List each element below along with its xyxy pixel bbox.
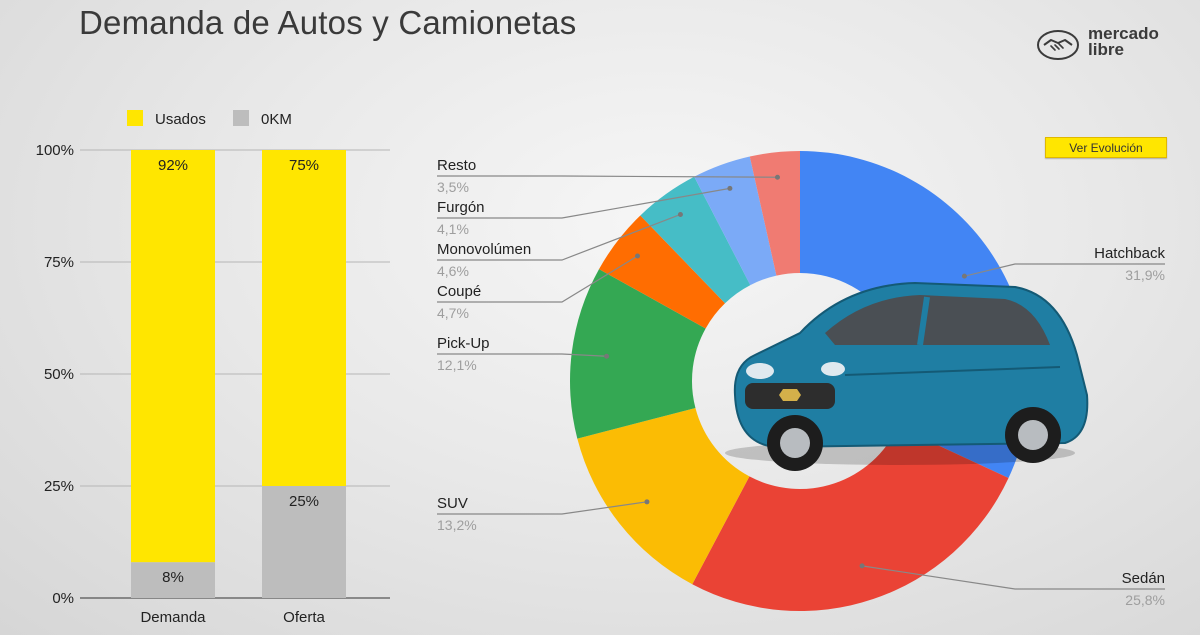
leader-dot xyxy=(604,353,610,359)
car-image xyxy=(725,281,1089,471)
x-tick-label: Oferta xyxy=(283,609,325,626)
leader-dot xyxy=(774,174,780,180)
legend-label-usados: Usados xyxy=(155,111,206,128)
leader-line xyxy=(437,213,681,261)
slice-label: Coupé xyxy=(437,283,481,300)
slice-value: 12,1% xyxy=(437,357,477,373)
slice-label: Monovolúmen xyxy=(437,241,531,258)
car-headlight-right xyxy=(821,362,845,376)
car-body-line xyxy=(844,366,1061,376)
slice-label: SUV xyxy=(437,495,468,512)
slice-value: 3,5% xyxy=(437,179,469,195)
data-label: 25% xyxy=(289,493,319,510)
page-title: Demanda de Autos y Camionetas xyxy=(79,4,577,41)
legend-swatch-0km xyxy=(233,110,249,126)
data-label: 92% xyxy=(158,157,188,174)
x-tick-label: Demanda xyxy=(140,609,206,626)
car-pillar xyxy=(917,296,930,346)
y-tick-label: 25% xyxy=(44,478,74,495)
y-tick-label: 0% xyxy=(52,590,74,607)
slice-label: Furgón xyxy=(437,199,485,216)
leader-dot xyxy=(859,563,865,569)
car-rim-front xyxy=(780,428,810,458)
pie-slice-sedán xyxy=(692,426,1009,611)
slice-value: 4,6% xyxy=(437,263,469,279)
pie-slice-pick-up xyxy=(570,269,706,439)
bar-oferta-0km xyxy=(262,486,346,598)
bar-oferta-usados xyxy=(262,150,346,486)
slice-value: 13,2% xyxy=(437,517,477,533)
leader-line xyxy=(437,353,607,357)
pie-slice-suv xyxy=(577,408,750,585)
leader-dot xyxy=(727,185,733,191)
pie-slice-furgón xyxy=(694,156,777,286)
pie-slice-coupé xyxy=(599,215,726,329)
leader-dot xyxy=(635,253,641,259)
leader-line xyxy=(437,175,778,178)
pie-slice-resto xyxy=(749,151,800,276)
leader-line xyxy=(861,565,1165,590)
slice-label: Resto xyxy=(437,157,476,174)
leader-line xyxy=(437,501,648,515)
legend-swatch-usados xyxy=(127,110,143,126)
leader-dot xyxy=(961,273,967,279)
logo-text-line1: mercado xyxy=(1088,24,1159,43)
car-headlight-left xyxy=(746,363,774,379)
y-tick-label: 50% xyxy=(44,366,74,383)
donut-chart: Hatchback 31,9% Sedán 25,8% SUV 13,2% Pick-Up 1… xyxy=(437,151,1165,611)
slice-label: Sedán xyxy=(1122,570,1165,587)
handshake-icon xyxy=(1037,30,1079,60)
slice-value: 31,9% xyxy=(1125,267,1165,283)
slice-label: Hatchback xyxy=(1094,245,1165,262)
leader-line xyxy=(437,255,638,303)
pie-slice-monovolúmen xyxy=(640,176,751,304)
logo-text-line2: libre xyxy=(1088,40,1124,59)
y-tick-label: 75% xyxy=(44,254,74,271)
leader-line xyxy=(437,187,730,219)
stacked-bar-chart: 0% 25% 50% 75% 100% Usados 0KM 8% 92% Demanda 25% 7… xyxy=(36,110,390,626)
y-tick-label: 100% xyxy=(36,142,74,159)
data-label: 8% xyxy=(162,569,184,586)
legend-label-0km: 0KM xyxy=(261,111,292,128)
bar-demanda-usados xyxy=(131,150,215,563)
slice-value: 4,1% xyxy=(437,221,469,237)
slice-value: 25,8% xyxy=(1125,592,1165,608)
ver-evolucion-button[interactable]: Ver Evolución xyxy=(1045,137,1167,158)
leader-line xyxy=(964,263,1165,277)
bar-demanda-0km xyxy=(131,562,215,598)
leader-dot xyxy=(644,499,650,505)
slice-label: Pick-Up xyxy=(437,335,490,352)
car-windows xyxy=(825,295,1050,345)
leader-dot xyxy=(677,211,683,217)
car-rim-rear xyxy=(1018,420,1048,450)
data-label: 75% xyxy=(289,157,319,174)
mercadolibre-logo: mercado libre xyxy=(1036,24,1176,70)
slice-value: 4,7% xyxy=(437,305,469,321)
car-badge xyxy=(779,389,801,401)
